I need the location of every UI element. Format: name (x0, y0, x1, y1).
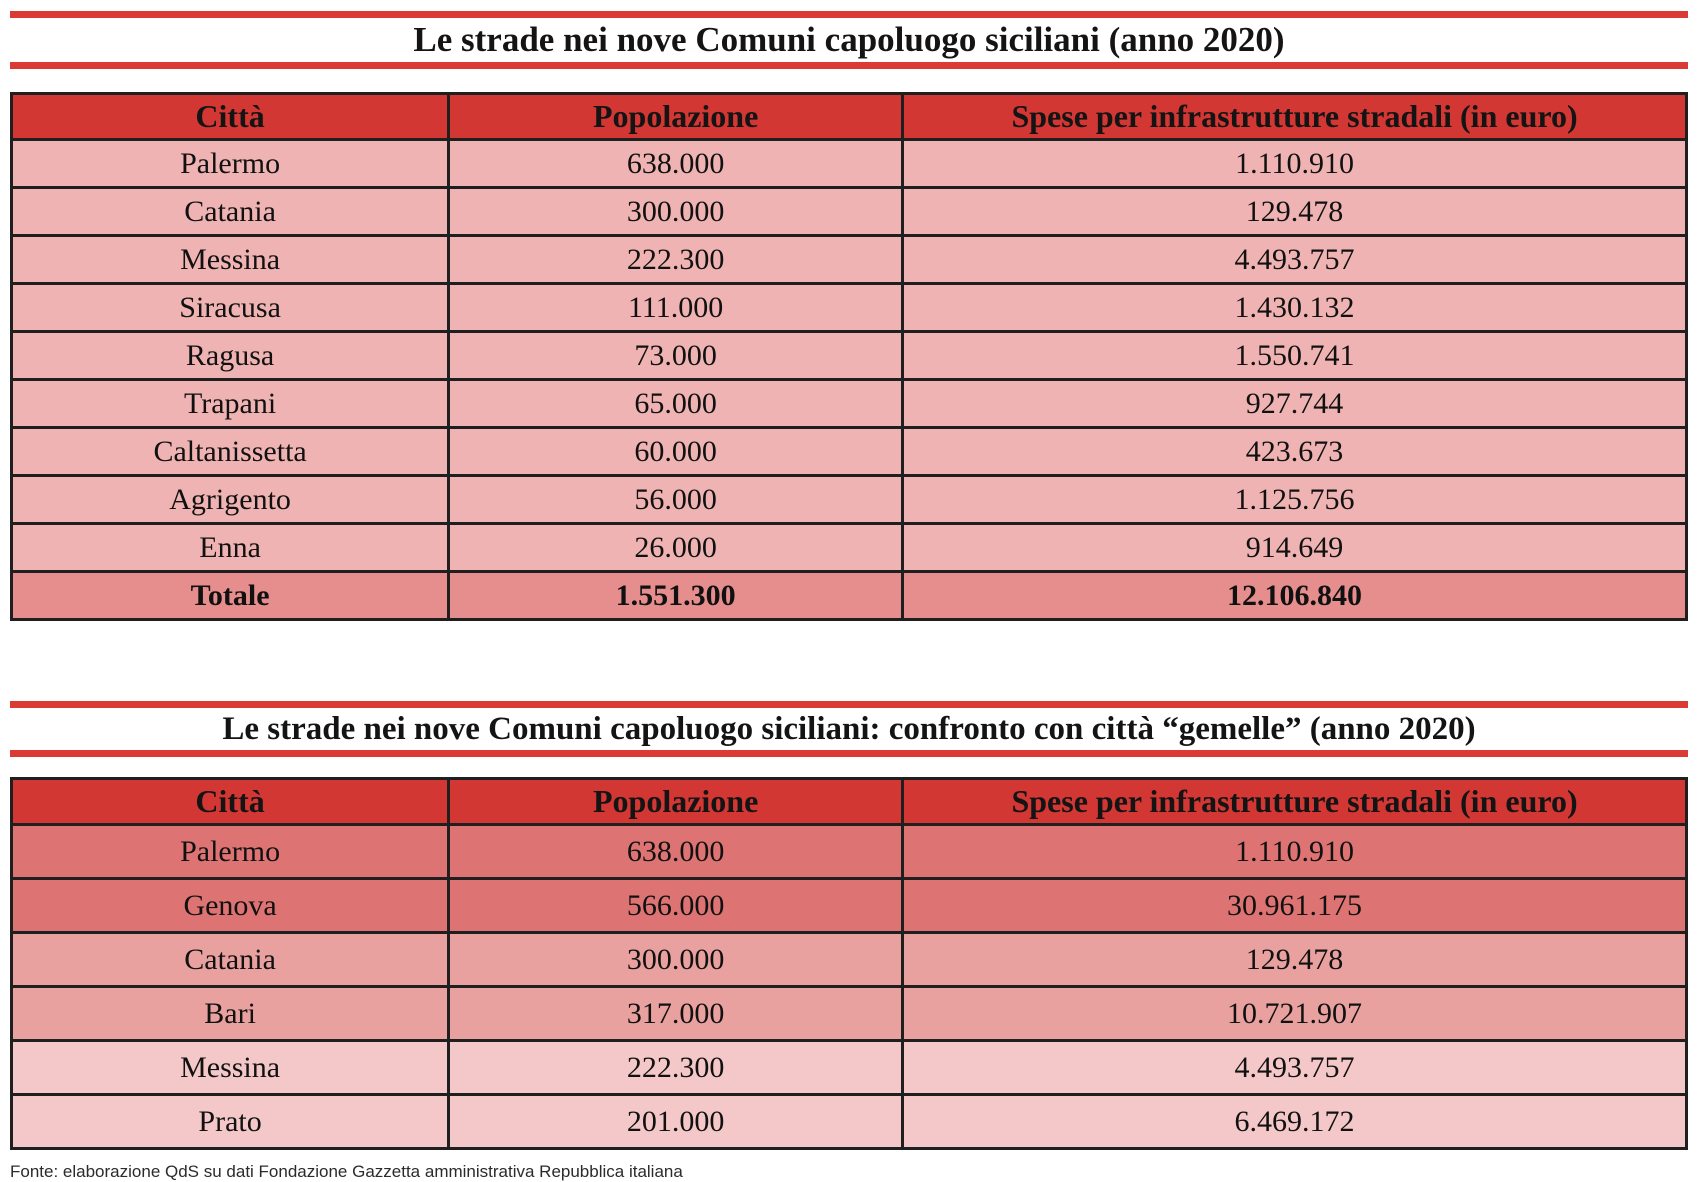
city-cell: Catania (9, 186, 451, 237)
spending-cell: 423.673 (901, 426, 1688, 477)
population-cell: 300.000 (447, 931, 905, 988)
spending-cell: 4.493.757 (901, 234, 1688, 285)
column-header-spese: Spese per infrastrutture stradali (in eu… (901, 92, 1688, 141)
city-cell: Ragusa (9, 330, 451, 381)
spending-cell: 30.961.175 (901, 877, 1688, 934)
city-cell: Prato (9, 1093, 451, 1150)
city-cell: Enna (9, 522, 451, 573)
title-rule-bottom (10, 750, 1688, 757)
city-cell: Caltanissetta (9, 426, 451, 477)
population-cell: 60.000 (447, 426, 905, 477)
column-header-citta: Città (9, 92, 451, 141)
spending-cell: 129.478 (901, 186, 1688, 237)
population-cell: 56.000 (447, 474, 905, 525)
city-cell: Palermo (9, 823, 451, 880)
spending-cell: 1.125.756 (901, 474, 1688, 525)
column-header-citta: Città (9, 777, 451, 826)
table-row: Ragusa 73.000 1.550.741 (9, 330, 1688, 381)
table-row: Enna 26.000 914.649 (9, 522, 1688, 573)
table-row: Agrigento 56.000 1.125.756 (9, 474, 1688, 525)
table-row: Prato 201.000 6.469.172 (9, 1093, 1688, 1150)
sicilian-roads-table: Città Popolazione Spese per infrastruttu… (9, 92, 1688, 621)
city-cell: Siracusa (9, 282, 451, 333)
spending-cell: 6.469.172 (901, 1093, 1688, 1150)
spending-cell: 927.744 (901, 378, 1688, 429)
population-cell: 638.000 (447, 823, 905, 880)
population-cell: 201.000 (447, 1093, 905, 1150)
title-rule-top (10, 701, 1688, 708)
column-header-popolazione: Popolazione (447, 777, 905, 826)
city-cell: Trapani (9, 378, 451, 429)
spending-cell: 914.649 (901, 522, 1688, 573)
city-cell: Catania (9, 931, 451, 988)
total-population-cell: 1.551.300 (447, 570, 905, 621)
twin-cities-table: Città Popolazione Spese per infrastruttu… (9, 777, 1688, 1150)
population-cell: 317.000 (447, 985, 905, 1042)
table-row: Palermo 638.000 1.110.910 (9, 823, 1688, 880)
population-cell: 73.000 (447, 330, 905, 381)
total-label-cell: Totale (9, 570, 451, 621)
spending-cell: 1.110.910 (901, 138, 1688, 189)
header-row: Città Popolazione Spese per infrastruttu… (9, 777, 1688, 826)
population-cell: 566.000 (447, 877, 905, 934)
spending-cell: 1.430.132 (901, 282, 1688, 333)
table-row: Messina 222.300 4.493.757 (9, 234, 1688, 285)
table-row: Catania 300.000 129.478 (9, 931, 1688, 988)
spending-cell: 1.110.910 (901, 823, 1688, 880)
table-row: Siracusa 111.000 1.430.132 (9, 282, 1688, 333)
population-cell: 300.000 (447, 186, 905, 237)
city-cell: Messina (9, 1039, 451, 1096)
population-cell: 65.000 (447, 378, 905, 429)
city-cell: Agrigento (9, 474, 451, 525)
table-row: Palermo 638.000 1.110.910 (9, 138, 1688, 189)
table-row: Trapani 65.000 927.744 (9, 378, 1688, 429)
column-header-spese: Spese per infrastrutture stradali (in eu… (901, 777, 1688, 826)
header-row: Città Popolazione Spese per infrastruttu… (9, 92, 1688, 141)
table-row: Messina 222.300 4.493.757 (9, 1039, 1688, 1096)
table2-title: Le strade nei nove Comuni capoluogo sici… (222, 711, 1476, 747)
population-cell: 222.300 (447, 1039, 905, 1096)
table1-title: Le strade nei nove Comuni capoluogo sici… (413, 20, 1285, 59)
total-spending-cell: 12.106.840 (901, 570, 1688, 621)
source-note: Fonte: elaborazione QdS su dati Fondazio… (10, 1162, 683, 1181)
spending-cell: 10.721.907 (901, 985, 1688, 1042)
table-row: Caltanissetta 60.000 423.673 (9, 426, 1688, 477)
city-cell: Bari (9, 985, 451, 1042)
table-row: Catania 300.000 129.478 (9, 186, 1688, 237)
table-row: Genova 566.000 30.961.175 (9, 877, 1688, 934)
population-cell: 638.000 (447, 138, 905, 189)
population-cell: 111.000 (447, 282, 905, 333)
spending-cell: 129.478 (901, 931, 1688, 988)
city-cell: Messina (9, 234, 451, 285)
total-row: Totale 1.551.300 12.106.840 (9, 570, 1688, 621)
spending-cell: 4.493.757 (901, 1039, 1688, 1096)
table-row: Bari 317.000 10.721.907 (9, 985, 1688, 1042)
title-rule-bottom (10, 62, 1688, 69)
title-rule-top (10, 11, 1688, 18)
city-cell: Palermo (9, 138, 451, 189)
column-header-popolazione: Popolazione (447, 92, 905, 141)
city-cell: Genova (9, 877, 451, 934)
population-cell: 26.000 (447, 522, 905, 573)
population-cell: 222.300 (447, 234, 905, 285)
spending-cell: 1.550.741 (901, 330, 1688, 381)
